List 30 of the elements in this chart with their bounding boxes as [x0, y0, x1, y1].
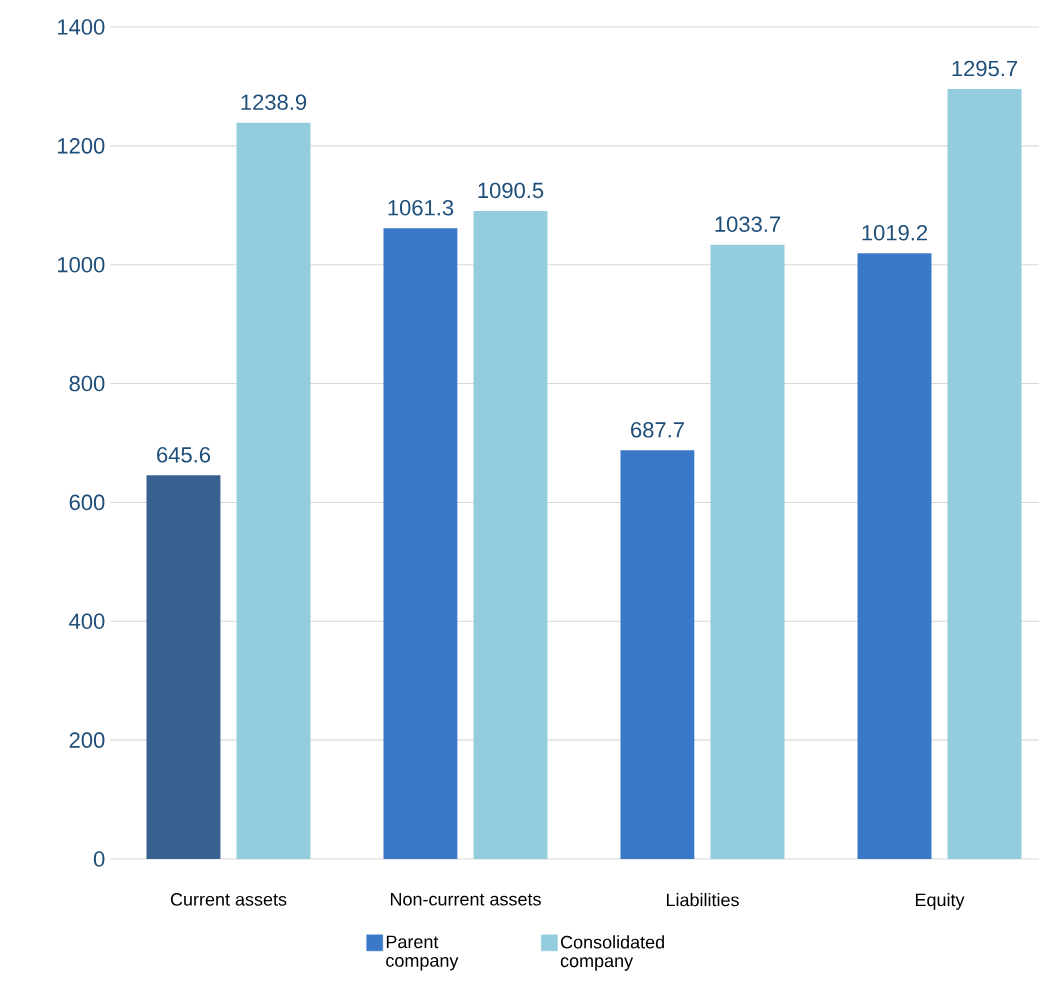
x-tick-label: Non-current assets [390, 893, 541, 906]
data-label: 1061.3 [388, 199, 454, 216]
y-tick-label: 1400 [58, 19, 105, 35]
legend-label: Consolidated company [560, 935, 664, 971]
y-tick-label: 800 [69, 375, 105, 392]
bar [620, 450, 695, 859]
bar [473, 210, 548, 859]
y-tick-label: 600 [69, 494, 105, 511]
bar [710, 244, 785, 859]
data-label: 1019.2 [862, 225, 928, 241]
bar [236, 122, 311, 859]
bar [146, 475, 221, 859]
bar [857, 253, 932, 859]
bar [947, 88, 1022, 859]
data-label: 645.6 [157, 447, 211, 463]
legend-label: Parent company [386, 935, 459, 971]
y-tick-label: 400 [69, 613, 105, 630]
y-tick-label: 1200 [58, 138, 105, 154]
data-label: 1090.5 [478, 182, 544, 199]
y-tick-label: 1000 [58, 256, 105, 273]
x-tick-label: Current assets [170, 893, 287, 906]
bar [383, 228, 458, 859]
data-label: 1033.7 [715, 216, 781, 232]
data-label: 1295.7 [952, 60, 1018, 77]
y-tick-label: 200 [69, 732, 105, 748]
data-label: 687.7 [631, 422, 684, 438]
x-tick-label: Liabilities [666, 893, 739, 907]
y-tick-label: 0 [93, 851, 105, 867]
x-tick-label: Equity [915, 893, 965, 910]
data-label: 1238.9 [241, 94, 307, 111]
